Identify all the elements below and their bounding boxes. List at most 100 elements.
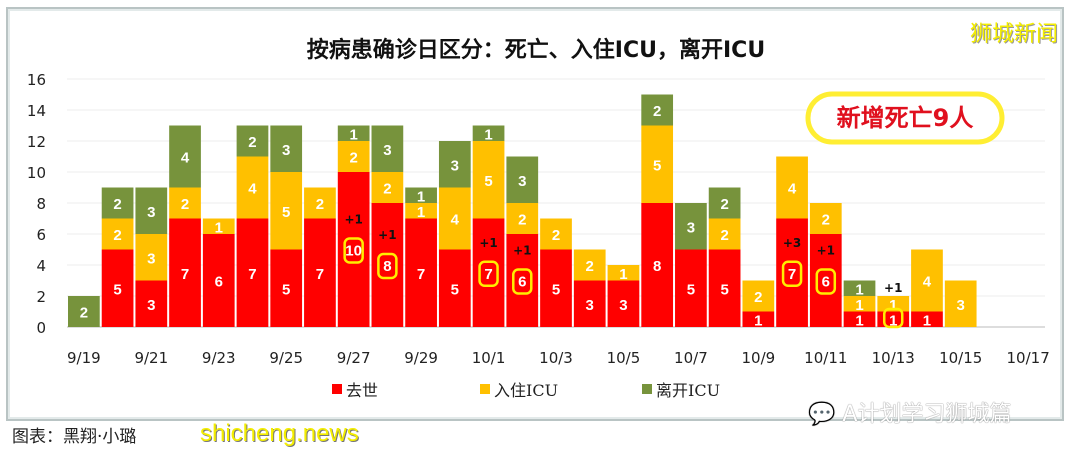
data-label: 4 bbox=[788, 181, 797, 198]
bar-segment-deaths bbox=[573, 280, 606, 327]
bar-segment-deaths bbox=[506, 234, 539, 327]
bar-segment-icu-discharged bbox=[101, 187, 134, 219]
data-label: 2 bbox=[518, 212, 526, 229]
data-label: 5 bbox=[484, 173, 492, 190]
highlight-box bbox=[512, 268, 533, 295]
bar-segment-icu-discharged bbox=[169, 125, 201, 188]
y-tick-label: 10 bbox=[27, 164, 46, 182]
data-label: 3 bbox=[518, 173, 526, 190]
bar-segment-icu-discharged bbox=[405, 187, 437, 203]
bar-segment-icu-admitted bbox=[405, 203, 437, 219]
data-label: 7 bbox=[788, 266, 796, 283]
callout-box bbox=[805, 91, 1005, 145]
bar-segment-icu-admitted bbox=[135, 234, 168, 281]
watermark-bottom-right-text: A计划学习狮城篇 bbox=[842, 402, 1012, 427]
bar-segment-icu-admitted bbox=[573, 249, 606, 281]
data-label: 2 bbox=[113, 227, 121, 244]
y-tick-label: 14 bbox=[27, 102, 46, 120]
data-label: 1 bbox=[215, 219, 223, 236]
data-label: 3 bbox=[687, 219, 695, 236]
data-label: 10 bbox=[345, 243, 362, 260]
x-tick-label: 10/1 bbox=[472, 349, 506, 367]
bar-segment-icu-admitted bbox=[944, 280, 977, 327]
x-tick-label: 9/19 bbox=[67, 349, 101, 367]
data-label: 5 bbox=[282, 204, 290, 221]
x-tick-label: 9/27 bbox=[337, 349, 371, 367]
data-label: 3 bbox=[586, 297, 594, 314]
wechat-icon: 💬 bbox=[808, 402, 836, 427]
annotation-label: +1 bbox=[344, 213, 362, 227]
bar-segment-deaths bbox=[101, 249, 134, 327]
bar-segment-icu-admitted bbox=[843, 296, 876, 312]
data-label: 1 bbox=[889, 297, 897, 314]
bar-segment-deaths bbox=[304, 218, 336, 327]
x-tick-label: 9/21 bbox=[134, 349, 168, 367]
bar-segment-deaths bbox=[675, 249, 707, 327]
data-label: 2 bbox=[181, 196, 189, 213]
x-tick-label: 10/15 bbox=[939, 349, 982, 367]
data-label: 5 bbox=[687, 281, 695, 298]
bar-segment-icu-discharged bbox=[675, 203, 707, 250]
bar-segment-icu-admitted bbox=[438, 187, 471, 250]
highlight-box bbox=[781, 260, 803, 287]
x-tick-label: 9/23 bbox=[202, 349, 236, 367]
x-tick-label: 10/13 bbox=[872, 349, 915, 367]
data-label: 3 bbox=[147, 250, 155, 267]
x-tick-label: 10/3 bbox=[539, 349, 573, 367]
highlight-box bbox=[478, 260, 499, 287]
data-label: 2 bbox=[822, 212, 830, 229]
x-tick-label: 10/7 bbox=[674, 349, 708, 367]
bar-segment-deaths bbox=[270, 249, 303, 327]
data-label: 8 bbox=[653, 258, 661, 275]
bar-segment-deaths bbox=[236, 218, 269, 327]
data-label: 1 bbox=[855, 297, 863, 314]
y-tick-label: 12 bbox=[27, 133, 46, 151]
data-label: 4 bbox=[248, 181, 257, 198]
data-label: 1 bbox=[855, 281, 863, 298]
data-label: 1 bbox=[889, 312, 897, 329]
x-tick-label: 9/29 bbox=[404, 349, 438, 367]
bar-segment-deaths bbox=[843, 311, 876, 327]
data-label: 2 bbox=[720, 227, 728, 244]
chart-title: 按病患确诊日区分：死亡、入住ICU，离开ICU bbox=[307, 37, 765, 63]
legend-swatch bbox=[480, 384, 490, 394]
data-label: 3 bbox=[619, 297, 627, 314]
bar-segment-icu-admitted bbox=[911, 249, 943, 312]
data-label: 5 bbox=[653, 157, 661, 174]
bar-segment-icu-admitted bbox=[607, 265, 640, 281]
bar-segment-deaths bbox=[540, 249, 572, 327]
bar-segment-icu-discharged bbox=[270, 125, 303, 172]
bar-segment-icu-admitted bbox=[202, 218, 235, 234]
data-label: 6 bbox=[215, 274, 223, 291]
bar-segment-icu-admitted bbox=[506, 203, 539, 234]
y-tick-label: 16 bbox=[27, 71, 46, 89]
highlight-box bbox=[343, 237, 364, 264]
bar-segment-icu-discharged bbox=[68, 296, 100, 327]
x-tick-label: 10/17 bbox=[1007, 349, 1050, 367]
legend-label: 离开ICU bbox=[656, 381, 720, 400]
highlight-box bbox=[815, 268, 837, 295]
x-tick-label: 10/9 bbox=[742, 349, 776, 367]
data-label: 3 bbox=[451, 157, 459, 174]
legend-label: 去世 bbox=[346, 381, 378, 400]
bar-segment-icu-discharged bbox=[506, 156, 539, 203]
bar-segment-icu-discharged bbox=[135, 187, 168, 234]
bar-segment-icu-admitted bbox=[169, 187, 201, 219]
bar-segment-deaths bbox=[337, 172, 370, 327]
bar-segment-deaths bbox=[708, 249, 741, 327]
highlight-box bbox=[377, 252, 398, 280]
data-label: 2 bbox=[316, 196, 324, 213]
data-label: 2 bbox=[586, 258, 594, 275]
bar-segment-deaths bbox=[809, 234, 842, 327]
bar-segment-icu-admitted bbox=[337, 141, 370, 172]
legend-swatch bbox=[642, 384, 652, 394]
data-label: 4 bbox=[451, 212, 460, 229]
data-label: 1 bbox=[754, 312, 762, 329]
data-label: 7 bbox=[316, 266, 324, 283]
bar-segment-icu-discharged bbox=[843, 280, 876, 296]
bar-segment-deaths bbox=[776, 218, 808, 327]
data-label: 3 bbox=[147, 204, 155, 221]
bar-segment-icu-admitted bbox=[641, 125, 674, 203]
bar-segment-deaths bbox=[135, 280, 168, 327]
